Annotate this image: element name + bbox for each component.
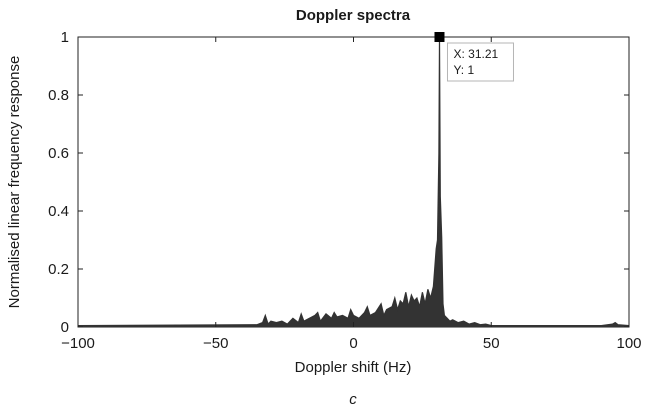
figure-caption: c [349,391,357,408]
datatip-box [446,42,514,82]
y-tick-label: 0 [61,319,69,336]
y-tick-label: 0.8 [48,87,69,104]
x-tick-label: 0 [349,335,357,352]
x-axis: −100 −50 0 50 100 [61,37,642,352]
x-axis-label: Doppler shift (Hz) [295,359,412,376]
x-tick-label: −100 [61,335,95,352]
x-tick-label: 100 [616,335,641,352]
y-axis: 0 0.2 0.4 0.6 0.8 1 [48,29,629,336]
y-axis-label: Normalised linear frequency response [6,56,23,309]
y-tick-label: 0.4 [48,203,69,220]
y-tick-label: 1 [61,29,69,46]
plot-area [77,36,630,328]
datatip-x-text: X: 31.21 [453,47,498,61]
x-tick-label: 50 [483,335,500,352]
plot-frame [77,36,630,328]
x-tick-label: −50 [203,335,228,352]
y-tick-label: 0.6 [48,145,69,162]
y-tick-label: 0.2 [48,261,69,278]
datatip-marker [434,32,445,42]
datatip-y-text: Y: 1 [453,63,474,77]
chart-title: Doppler spectra [296,7,411,24]
spectrum-line [77,36,630,327]
datatip: X: 31.21 Y: 1 [434,32,514,82]
